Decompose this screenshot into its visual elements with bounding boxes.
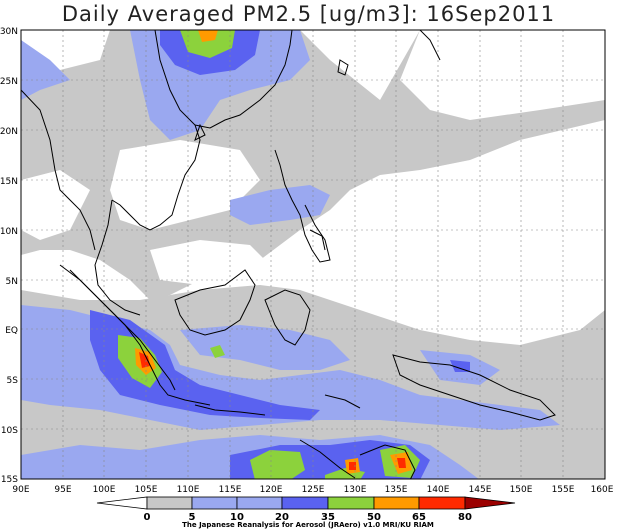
- pm25-area-red: [349, 462, 356, 470]
- colorbar-cell-5: [327, 496, 375, 510]
- pm25-area-white: [21, 170, 90, 240]
- pm25-area-white: [400, 30, 605, 120]
- colorbar: 0 5 10 20 35 50 65 80: [96, 496, 516, 523]
- lon-label: 90E: [12, 485, 29, 495]
- pm25-area-blue: [450, 360, 470, 372]
- pm25-area-green: [250, 450, 305, 479]
- colorbar-tick: 35: [321, 512, 335, 523]
- colorbar-cell-1: [146, 496, 193, 510]
- lon-label: 160E: [591, 485, 614, 495]
- lon-label: 105E: [135, 485, 158, 495]
- colorbar-cell-2: [191, 496, 238, 510]
- lat-labels: 30N 25N 20N 15N 10N 5N EQ 5S 10S 15S: [0, 27, 18, 485]
- lon-label: 135E: [385, 485, 408, 495]
- pm25-area-red: [397, 458, 406, 468]
- lat-label: EQ: [5, 326, 18, 336]
- lon-label: 100E: [93, 485, 116, 495]
- colorbar-cell-4: [281, 496, 329, 510]
- colorbar-tick: 20: [275, 512, 289, 523]
- lat-label: 15N: [0, 177, 18, 187]
- colorbar-cell-7: [418, 496, 466, 510]
- map-frame: [20, 29, 606, 480]
- lat-label: 30N: [0, 27, 18, 37]
- pm25-area-white: [350, 165, 605, 310]
- lon-label: 155E: [552, 485, 575, 495]
- lat-label: 10N: [0, 227, 18, 237]
- colorbar-cell-0: [96, 496, 148, 510]
- colorbar-tick: 5: [189, 512, 196, 523]
- colorbar-tick: 50: [367, 512, 381, 523]
- pm25-area-green: [210, 345, 225, 358]
- pm25-area-red: [139, 352, 150, 368]
- gridlines: [21, 30, 605, 479]
- pm25-area-light-blue: [180, 325, 350, 370]
- colorbar-cell-3: [236, 496, 283, 510]
- pm25-area-light-blue: [21, 40, 70, 100]
- lat-label: 20N: [0, 127, 18, 137]
- colorbar-cell-8: [464, 496, 516, 510]
- pm25-area-orange: [198, 30, 218, 42]
- colorbar-tick: 65: [412, 512, 426, 523]
- colorbar-cell-6: [373, 496, 420, 510]
- lat-label: 10S: [1, 426, 18, 436]
- lon-label: 120E: [260, 485, 283, 495]
- pm25-area-blue: [90, 310, 320, 420]
- pm25-area-light-blue: [230, 185, 330, 225]
- pm25-area-green: [180, 30, 235, 58]
- lon-label: 140E: [427, 485, 450, 495]
- lat-label: 5S: [7, 376, 19, 386]
- colorbar-tick: 0: [144, 512, 151, 523]
- lon-labels: 90E 95E 100E 105E 110E 115E 120E 125E 13…: [12, 485, 613, 495]
- lat-label: 15S: [1, 475, 18, 485]
- map-title: Daily Averaged PM2.5 [ug/m3]: 16Sep2011: [61, 2, 556, 26]
- lat-label: 5N: [6, 277, 18, 287]
- lat-label: 25N: [0, 77, 18, 87]
- lon-label: 125E: [302, 485, 325, 495]
- colorbar-tick: 80: [458, 512, 472, 523]
- colorbar-tick: 10: [230, 512, 244, 523]
- lon-label: 115E: [219, 485, 242, 495]
- pm25-area-white: [110, 140, 260, 230]
- coastlines: [21, 30, 556, 479]
- credit-text: The Japanese Reanalysis for Aerosol (JRA…: [182, 521, 434, 529]
- lon-label: 130E: [344, 485, 367, 495]
- lon-label: 95E: [54, 485, 71, 495]
- lon-label: 150E: [510, 485, 533, 495]
- lon-label: 145E: [469, 485, 492, 495]
- lon-label: 110E: [177, 485, 200, 495]
